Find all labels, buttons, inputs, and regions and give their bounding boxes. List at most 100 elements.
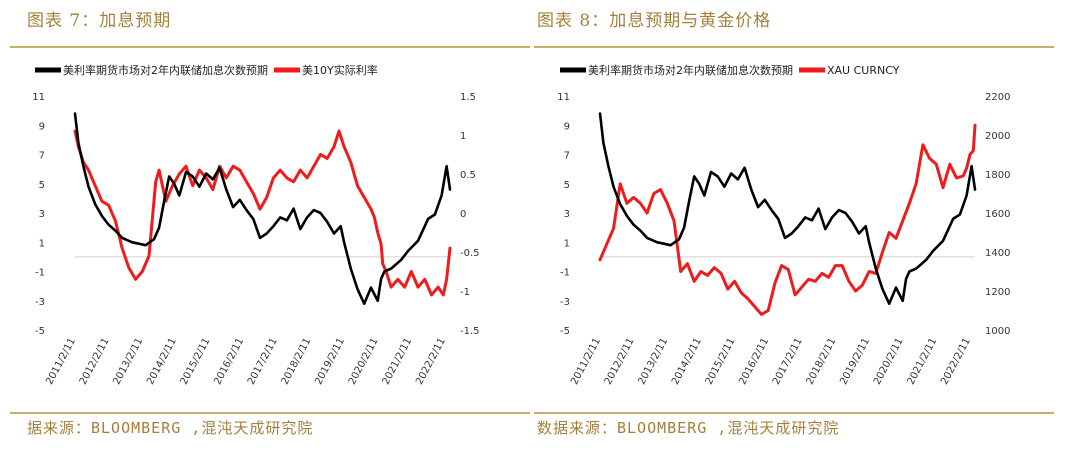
x-tick-label: 2016/2/11 bbox=[737, 336, 771, 386]
data-point bbox=[433, 213, 436, 216]
data-point bbox=[639, 202, 642, 205]
y-left-tick-label: 3 bbox=[39, 209, 45, 220]
data-point bbox=[723, 185, 726, 188]
data-point bbox=[380, 277, 382, 280]
y-left-tick-label: -3 bbox=[560, 297, 570, 308]
x-tick-label: 2019/2/11 bbox=[838, 336, 872, 386]
series2-points bbox=[74, 130, 451, 296]
data-point bbox=[834, 264, 837, 267]
data-point bbox=[94, 203, 97, 206]
y-right-tick-label: 1.5 bbox=[460, 92, 476, 103]
data-point bbox=[326, 220, 329, 223]
data-point bbox=[127, 266, 130, 269]
data-point bbox=[319, 212, 322, 214]
data-point bbox=[107, 223, 110, 226]
series-line-second-axis bbox=[73, 129, 452, 297]
data-point bbox=[77, 141, 80, 144]
data-point bbox=[94, 184, 97, 187]
left-source-note: 据来源：BLOOMBERG ,混沌天成研究院 bbox=[27, 419, 314, 437]
data-point bbox=[827, 276, 830, 279]
data-point bbox=[743, 166, 746, 169]
x-tick-label: 2018/2/11 bbox=[805, 336, 839, 386]
data-point bbox=[908, 202, 911, 205]
x-tick-label: 2022/2/11 bbox=[414, 336, 448, 386]
data-point bbox=[965, 167, 968, 170]
data-point bbox=[390, 267, 393, 270]
data-point bbox=[663, 242, 665, 245]
data-point bbox=[173, 182, 176, 185]
data-point bbox=[612, 227, 615, 230]
data-point bbox=[343, 145, 345, 148]
data-point bbox=[804, 216, 807, 219]
y-right-tick-label: 2000 bbox=[985, 131, 1010, 142]
data-point bbox=[272, 177, 275, 179]
data-point bbox=[114, 219, 117, 222]
data-point bbox=[703, 194, 706, 197]
y-right-tick-label: 1800 bbox=[985, 170, 1010, 181]
data-point bbox=[612, 185, 615, 188]
data-point bbox=[168, 175, 171, 178]
data-point bbox=[299, 169, 302, 171]
y-left-tick-label: 3 bbox=[564, 209, 570, 220]
data-point bbox=[948, 163, 951, 166]
data-point bbox=[646, 236, 648, 239]
data-point bbox=[144, 244, 147, 247]
data-point bbox=[445, 165, 448, 168]
data-point bbox=[965, 194, 968, 197]
legend: 美利率期货市场对2年内联储加息次数预期 XAU CURNCY bbox=[560, 63, 900, 77]
data-point bbox=[733, 280, 736, 283]
data-point bbox=[619, 182, 622, 185]
data-point bbox=[259, 236, 261, 239]
data-point bbox=[232, 206, 234, 209]
data-point bbox=[794, 294, 796, 296]
data-point bbox=[777, 217, 780, 220]
data-point bbox=[730, 172, 733, 175]
data-point bbox=[905, 277, 907, 280]
data-point bbox=[141, 270, 144, 273]
data-point bbox=[757, 206, 759, 209]
data-point bbox=[326, 157, 329, 160]
data-point bbox=[225, 188, 228, 191]
series-line-second-axis bbox=[598, 123, 977, 316]
data-point bbox=[349, 161, 352, 164]
data-point bbox=[602, 141, 605, 144]
data-point bbox=[158, 226, 160, 229]
x-tick-label: 2018/2/11 bbox=[280, 336, 314, 386]
y-left-tick-label: -5 bbox=[35, 326, 45, 337]
data-point bbox=[191, 184, 194, 187]
y-left-tick-label: 5 bbox=[564, 180, 570, 191]
data-point bbox=[363, 196, 366, 199]
data-point bbox=[198, 185, 201, 188]
data-point bbox=[101, 215, 103, 217]
data-point bbox=[121, 247, 123, 250]
y-left-tick-label: 1 bbox=[39, 238, 45, 249]
data-point bbox=[238, 169, 241, 171]
data-point bbox=[74, 112, 76, 115]
x-tick-label: 2013/2/11 bbox=[111, 336, 145, 386]
x-tick-label: 2014/2/11 bbox=[145, 336, 179, 386]
data-point bbox=[265, 232, 268, 235]
data-point bbox=[932, 250, 934, 252]
data-point bbox=[312, 209, 315, 211]
y-left-tick-label: -5 bbox=[560, 326, 570, 337]
data-point bbox=[678, 238, 680, 241]
data-point bbox=[427, 217, 430, 220]
data-point bbox=[205, 177, 208, 179]
series1-points bbox=[599, 112, 976, 305]
data-point bbox=[238, 198, 241, 201]
data-point bbox=[713, 266, 716, 269]
y-left-tick-label: 5 bbox=[39, 180, 45, 191]
data-point bbox=[232, 165, 234, 168]
data-point bbox=[851, 220, 854, 223]
data-point bbox=[599, 112, 601, 115]
data-point bbox=[881, 251, 884, 253]
data-point bbox=[211, 178, 214, 181]
data-point bbox=[373, 216, 376, 218]
data-point bbox=[632, 196, 635, 199]
data-point bbox=[908, 270, 911, 273]
data-point bbox=[158, 169, 160, 171]
data-point bbox=[390, 286, 393, 288]
data-point bbox=[706, 274, 709, 277]
data-point bbox=[605, 243, 608, 246]
data-point bbox=[797, 225, 800, 228]
